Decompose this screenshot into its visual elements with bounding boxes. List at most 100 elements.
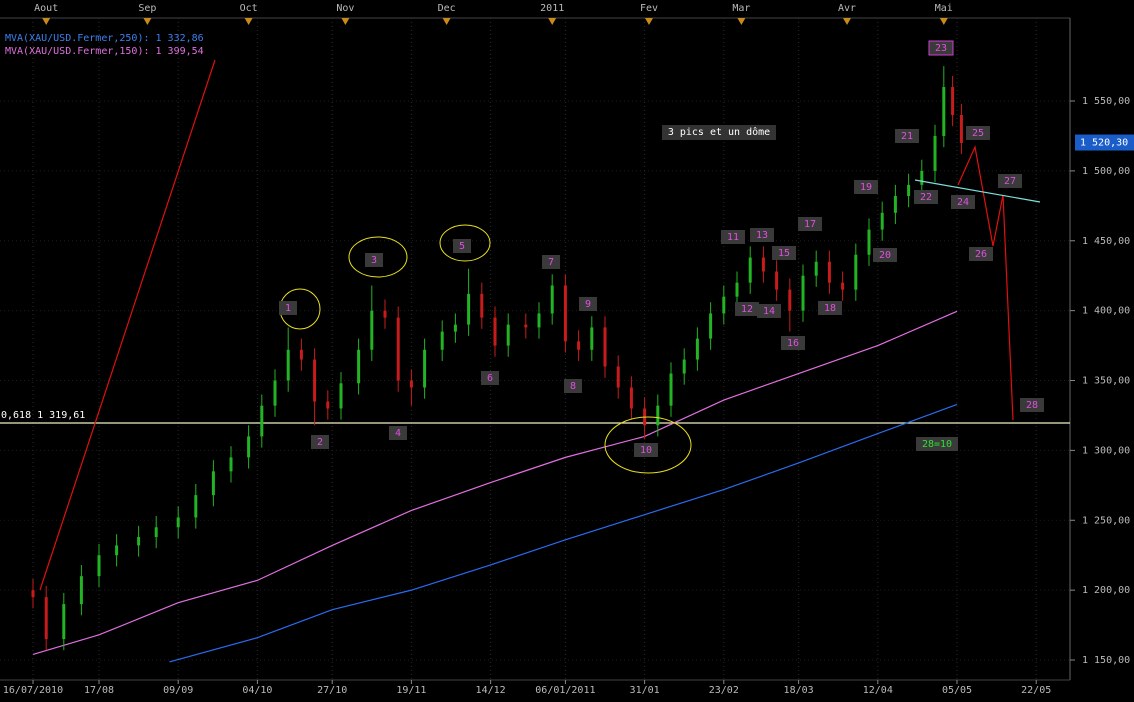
candle-body [537,313,541,328]
annotation-label: 9 [585,299,591,310]
annotation-label: 1 [285,303,291,314]
annotation-box [966,126,990,140]
annotation-label: 18 [824,303,836,314]
candle-body [775,271,779,290]
candle-body [137,537,141,546]
annotation-label: 26 [975,249,987,260]
month-marker [645,18,654,25]
annotation-label: 16 [787,338,799,349]
annotation-box [873,248,897,262]
month-marker [341,18,350,25]
trend-line [39,59,216,591]
candle-body [951,87,955,115]
y-tick-label: 1 550,00 [1082,96,1130,107]
candle-body [211,471,215,496]
grid: 1 150,00 1 200,00 1 250,00 1 300,00 1 350,00… [0,3,1130,696]
month-marker [244,18,253,25]
candle-body [722,296,726,314]
annotation-box [750,228,774,242]
candle-body [299,349,303,360]
candle-body [326,401,330,409]
candle-body [286,349,290,381]
candle-body [669,373,673,406]
candle-body [801,275,805,311]
annotation-box [735,302,759,316]
annotation-box [721,230,745,244]
annotation-label: 14 [763,306,775,317]
candle-body [115,545,119,556]
candle-body [339,383,343,409]
moving-average [169,403,958,663]
annotation-box [542,255,560,269]
candle-body [867,229,871,255]
candle-body [357,349,361,384]
circle [604,416,692,474]
circle [439,224,491,262]
circle [348,236,408,278]
x-tick-label: 16/07/2010 [3,685,63,696]
candle-body [260,405,264,437]
y-tick-label: 1 500,00 [1082,166,1130,177]
fib-level-label: 0,618 1 319,61 [1,410,85,421]
month-marker [442,18,451,25]
annotation-label: 2 [317,437,323,448]
legend-entry: MVA(XAU/USD.Fermer,150): 1 399,54 [5,46,204,57]
x-tick-label: 05/05 [942,685,972,696]
candle-body [506,324,510,346]
y-tick-label: 1 300,00 [1082,445,1130,456]
annotation-box [757,304,781,318]
candle-body [893,196,897,213]
candle-body [603,327,607,367]
y-tick-label: 1 400,00 [1082,306,1130,317]
candle-body [273,380,277,406]
candle-body [788,289,792,311]
annotation-label: 11 [727,232,739,243]
candle-body [577,341,581,350]
month-label: Aout [34,3,58,14]
month-marker [42,18,51,25]
month-marker [737,18,746,25]
annotation-box [951,195,975,209]
annotation-box [311,435,329,449]
annotation-box [914,190,938,204]
candle-body [524,324,528,328]
candle-body [194,495,198,518]
annotation-box [781,336,805,350]
month-label: Fev [640,3,658,14]
candle-body [176,517,180,528]
candle-body [79,576,83,605]
candle-body [409,380,413,388]
annotation-box [481,371,499,385]
month-label: Dec [438,3,456,14]
candle-body [31,590,35,598]
x-tick-label: 22/05 [1021,685,1051,696]
y-tick-label: 1 450,00 [1082,236,1130,247]
candle-body [959,114,963,143]
month-marker [143,18,152,25]
candle-body [493,317,497,346]
annotation-label: 7 [548,257,554,268]
annotation-box [772,246,796,260]
candle-body [550,285,554,314]
candle-body [942,87,946,136]
candle-body [695,338,699,360]
candle-body [396,317,400,381]
month-label: 2011 [540,3,564,14]
candle-body [247,436,251,458]
x-tick-label: 19/11 [396,685,426,696]
candle-body [907,184,911,197]
annotation-label: 28 [1026,400,1038,411]
annotation-label: 22 [920,192,932,203]
x-tick-label: 09/09 [163,685,193,696]
month-label: Nov [336,3,354,14]
candle-body [656,405,660,426]
labels: 0,618 1 319,611 520,30123456789101112131… [1,40,1134,457]
annotation-label: 19 [860,182,872,193]
candle-body [827,261,831,283]
annotation-label: 4 [395,428,401,439]
candle-body [62,604,66,640]
y-tick-label: 1 200,00 [1082,585,1130,596]
annotation-label: 23 [935,43,947,54]
note-box [662,125,776,140]
candle-body [880,212,884,230]
